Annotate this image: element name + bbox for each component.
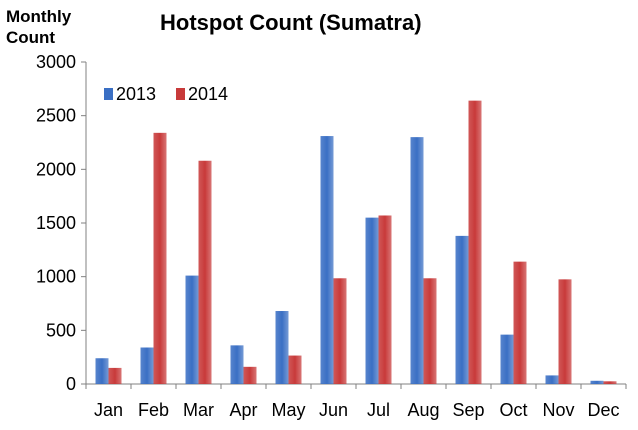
- bar-2014-apr: [243, 366, 257, 384]
- bar-2014-sep: [468, 100, 482, 384]
- x-tick-label: Mar: [183, 400, 214, 420]
- bar-2013-mar: [185, 275, 199, 384]
- legend-swatch-2013: [104, 88, 113, 100]
- y-tick-label: 0: [66, 374, 76, 394]
- y-axis-label: Monthly Count: [6, 7, 72, 47]
- bar-2014-mar: [198, 160, 212, 384]
- legend-swatch-2014: [176, 88, 185, 100]
- x-tick-label: May: [271, 400, 305, 420]
- x-tick-label: Aug: [407, 400, 439, 420]
- x-tick-label: Oct: [499, 400, 527, 420]
- bar-2014-jul: [378, 215, 392, 384]
- bar-2013-apr: [230, 345, 244, 384]
- x-tick-label: Feb: [138, 400, 169, 420]
- y-tick-label: 2000: [36, 159, 76, 179]
- y-tick-label: 500: [46, 320, 76, 340]
- bar-2014-jan: [108, 367, 122, 384]
- bar-2013-nov: [545, 375, 559, 384]
- bar-2013-dec: [590, 380, 604, 384]
- x-tick-label: Jan: [94, 400, 123, 420]
- legend-label-2014: 2014: [188, 84, 228, 104]
- x-tick-label: Jul: [367, 400, 390, 420]
- y-tick-label: 1500: [36, 213, 76, 233]
- bar-2014-dec: [603, 381, 617, 384]
- bar-2013-jun: [320, 136, 334, 384]
- bar-2014-nov: [558, 279, 572, 384]
- bar-2013-aug: [410, 137, 424, 384]
- bar-2013-sep: [455, 235, 469, 384]
- x-tick-label: Jun: [319, 400, 348, 420]
- y-tick-label: 3000: [36, 52, 76, 72]
- x-tick-label: Apr: [229, 400, 257, 420]
- y-tick-label: 1000: [36, 267, 76, 287]
- bar-2013-oct: [500, 334, 514, 384]
- bar-2014-oct: [513, 261, 527, 384]
- bar-2014-jun: [333, 278, 347, 384]
- bar-2014-feb: [153, 132, 167, 384]
- chart-title: Hotspot Count (Sumatra): [160, 10, 422, 35]
- bar-2014-may: [288, 355, 302, 384]
- bar-2013-may: [275, 311, 289, 384]
- x-tick-label: Nov: [542, 400, 574, 420]
- x-tick-label: Sep: [452, 400, 484, 420]
- bar-2013-jan: [95, 358, 109, 384]
- x-tick-label: Dec: [587, 400, 619, 420]
- bar-2013-jul: [365, 217, 379, 384]
- bar-2013-feb: [140, 347, 154, 384]
- bar-2014-aug: [423, 278, 437, 384]
- legend-label-2013: 2013: [116, 84, 156, 104]
- y-tick-label: 2500: [36, 106, 76, 126]
